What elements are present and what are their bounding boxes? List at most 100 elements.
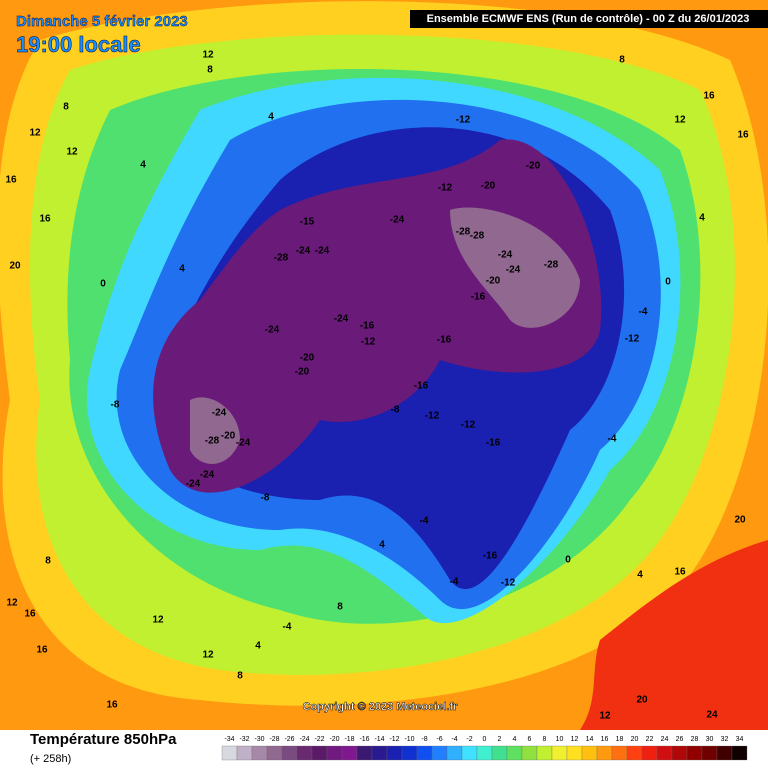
contour-label: -24	[296, 246, 311, 257]
contour-label: -28	[456, 227, 471, 238]
contour-label: 8	[337, 602, 343, 613]
legend-label: 26	[676, 736, 684, 743]
legend-label: 14	[586, 736, 594, 743]
legend-label: -28	[269, 736, 279, 743]
legend-swatch	[266, 745, 283, 761]
legend-swatch	[326, 745, 343, 761]
legend-swatch	[311, 745, 328, 761]
contour-label: -24	[200, 470, 215, 481]
time: 19:00 locale	[16, 32, 141, 57]
legend-swatch	[236, 745, 253, 761]
contour-label: -4	[608, 434, 617, 445]
contour-label: -4	[283, 622, 292, 633]
legend-swatch	[716, 745, 733, 761]
legend-swatch	[626, 745, 643, 761]
legend-swatch	[611, 745, 628, 761]
contour-label: 8	[619, 55, 625, 66]
legend-swatch	[551, 745, 568, 761]
legend-label: 20	[631, 736, 639, 743]
legend-swatch	[371, 745, 388, 761]
legend-swatch	[536, 745, 553, 761]
legend-swatch	[656, 745, 673, 761]
legend-swatch	[641, 745, 658, 761]
contour-label: -20	[221, 431, 236, 442]
contour-label: 8	[63, 102, 69, 113]
contour-label: 4	[179, 264, 185, 275]
contour-label: -4	[639, 307, 648, 318]
legend-label: 18	[616, 736, 624, 743]
contour-label: 24	[706, 710, 718, 721]
legend-label: 30	[706, 736, 714, 743]
contour-label: -28	[205, 436, 220, 447]
contour-label: -28	[470, 231, 485, 242]
contour-label: 8	[237, 671, 243, 682]
legend-swatch	[491, 745, 508, 761]
contour-label: -16	[486, 438, 501, 449]
contour-label: -12	[501, 578, 516, 589]
contour-label: 12	[6, 598, 18, 609]
map-zone	[450, 207, 580, 328]
legend-swatch	[221, 745, 238, 761]
contour-label: -20	[481, 181, 496, 192]
contour-label: 16	[39, 214, 51, 225]
legend-label: -34	[224, 736, 234, 743]
contour-label: -24	[334, 314, 349, 325]
contour-label: 4	[637, 570, 643, 581]
legend-swatch	[701, 745, 718, 761]
legend-label: -24	[299, 736, 309, 743]
legend-label: 28	[691, 736, 699, 743]
legend-label: -8	[421, 736, 427, 743]
contour-label: -20	[300, 353, 315, 364]
contour-label: 20	[9, 261, 21, 272]
contour-label: 20	[734, 515, 746, 526]
contour-label: -24	[315, 246, 330, 257]
contour-label: 12	[202, 50, 214, 61]
contour-label: -20	[486, 276, 501, 287]
date: Dimanche 5 février 2023	[16, 13, 188, 30]
legend-swatch	[671, 745, 688, 761]
legend-swatch	[506, 745, 523, 761]
legend-swatch	[566, 745, 583, 761]
contour-label: -12	[425, 411, 440, 422]
contour-label: 12	[29, 128, 41, 139]
legend-label: -32	[239, 736, 249, 743]
contour-label: -16	[483, 551, 498, 562]
legend-label: 4	[513, 736, 517, 743]
copyright: Copyright © 2023 Meteociel.fr	[303, 701, 459, 713]
legend-label: 16	[601, 736, 609, 743]
contour-label: -8	[261, 493, 270, 504]
contour-label: 16	[24, 609, 36, 620]
contour-label: -12	[438, 183, 453, 194]
contour-label: 12	[152, 615, 164, 626]
legend-swatch	[356, 745, 373, 761]
contour-label: -4	[420, 516, 429, 527]
map-labels: -12-20-12 -20-15 -24-28 -28-24-24 -28-20-16-…	[5, 50, 749, 722]
map-zone	[580, 540, 768, 730]
legend-label: 32	[721, 736, 729, 743]
contour-label: 12	[599, 711, 611, 722]
legend-swatch	[446, 745, 463, 761]
legend-swatch	[476, 745, 493, 761]
contour-label: 0	[565, 555, 571, 566]
contour-label: -16	[360, 321, 375, 332]
contour-label: -20	[526, 161, 541, 172]
contour-label: 16	[106, 700, 118, 711]
legend-label: -20	[329, 736, 339, 743]
contour-label: 4	[255, 641, 261, 652]
contour-label: 0	[665, 277, 671, 288]
legend-swatch	[341, 745, 358, 761]
legend: -34 -32 -30 -28 -26 -24 -22 -20 -18 -16 -14 -12 -10-…	[221, 736, 748, 761]
contour-label: 12	[66, 147, 78, 158]
contour-label: -24	[212, 408, 227, 419]
contour-label: -24	[390, 215, 405, 226]
legend-swatch	[401, 745, 418, 761]
contour-label: 0	[100, 279, 106, 290]
legend-label: 6	[528, 736, 532, 743]
contour-label: 16	[36, 645, 48, 656]
contour-label: 4	[699, 213, 705, 224]
legend-swatch	[521, 745, 538, 761]
contour-label: -12	[456, 115, 471, 126]
contour-label: -12	[361, 337, 376, 348]
legend-swatch	[281, 745, 298, 761]
